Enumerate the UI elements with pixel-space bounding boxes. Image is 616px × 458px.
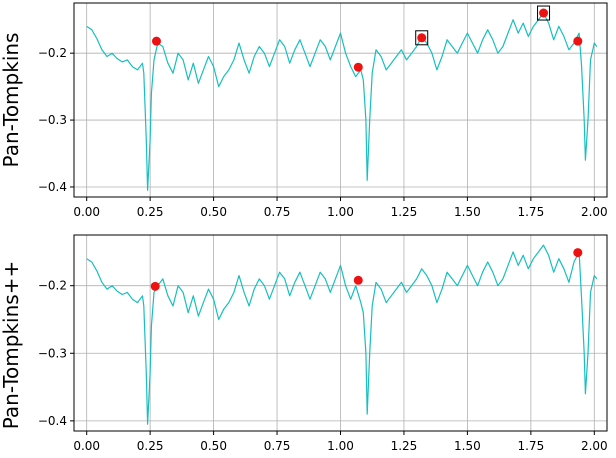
x-tick-label: 2.00 <box>581 205 608 219</box>
peak-marker <box>573 248 583 258</box>
x-tick-label: 1.50 <box>454 205 481 219</box>
x-tick-label: 0.50 <box>200 439 227 453</box>
peak-box-marker <box>415 30 429 46</box>
panel-pan-tompkins: 0.00 0.25 0.50 0.75 1.00 1.25 1.50 1.75 2.00 −0.4… <box>0 2 608 219</box>
signal-line <box>86 244 598 425</box>
panel-pan-tompkins-plus-plus: 0.00 0.25 0.50 0.75 1.00 1.25 1.50 1.75 2.00 −0.4… <box>0 234 608 453</box>
x-tick-label: 1.50 <box>454 439 481 453</box>
y-tick-label: −0.3 <box>38 346 67 360</box>
x-tick-label: 2.00 <box>581 439 608 453</box>
peak-box-marker <box>537 5 551 21</box>
y-tick-label: −0.2 <box>38 279 67 293</box>
x-tick-label: 0.00 <box>73 439 100 453</box>
peak-marker <box>151 36 161 46</box>
y-tick-label: −0.4 <box>38 180 67 194</box>
x-tick-label: 0.00 <box>73 205 100 219</box>
peak-marker <box>353 275 363 285</box>
x-tick-label: 1.00 <box>327 439 354 453</box>
peak-marker <box>150 281 160 291</box>
x-tick-label: 1.25 <box>391 439 418 453</box>
peak-marker <box>573 36 583 46</box>
x-tick-label: 1.00 <box>327 205 354 219</box>
y-tick-label: −0.2 <box>38 46 67 60</box>
x-tick-label: 1.25 <box>391 205 418 219</box>
x-tick-label: 0.25 <box>137 439 164 453</box>
x-tick-label: 1.75 <box>517 439 544 453</box>
peak-marker <box>417 33 427 43</box>
peak-marker <box>539 8 549 18</box>
y-axis-label: Pan-Tompkins++ <box>0 261 23 429</box>
y-tick-label: −0.4 <box>38 414 67 428</box>
y-axis-label: Pan-Tompkins <box>0 33 23 168</box>
x-tick-label: 0.75 <box>264 439 291 453</box>
x-tick-label: 0.25 <box>137 205 164 219</box>
peak-marker <box>353 62 363 72</box>
signal-line <box>86 12 598 191</box>
x-tick-label: 0.50 <box>200 205 227 219</box>
x-tick-label: 0.75 <box>264 205 291 219</box>
x-tick-label: 1.75 <box>517 205 544 219</box>
y-tick-label: −0.3 <box>38 113 67 127</box>
